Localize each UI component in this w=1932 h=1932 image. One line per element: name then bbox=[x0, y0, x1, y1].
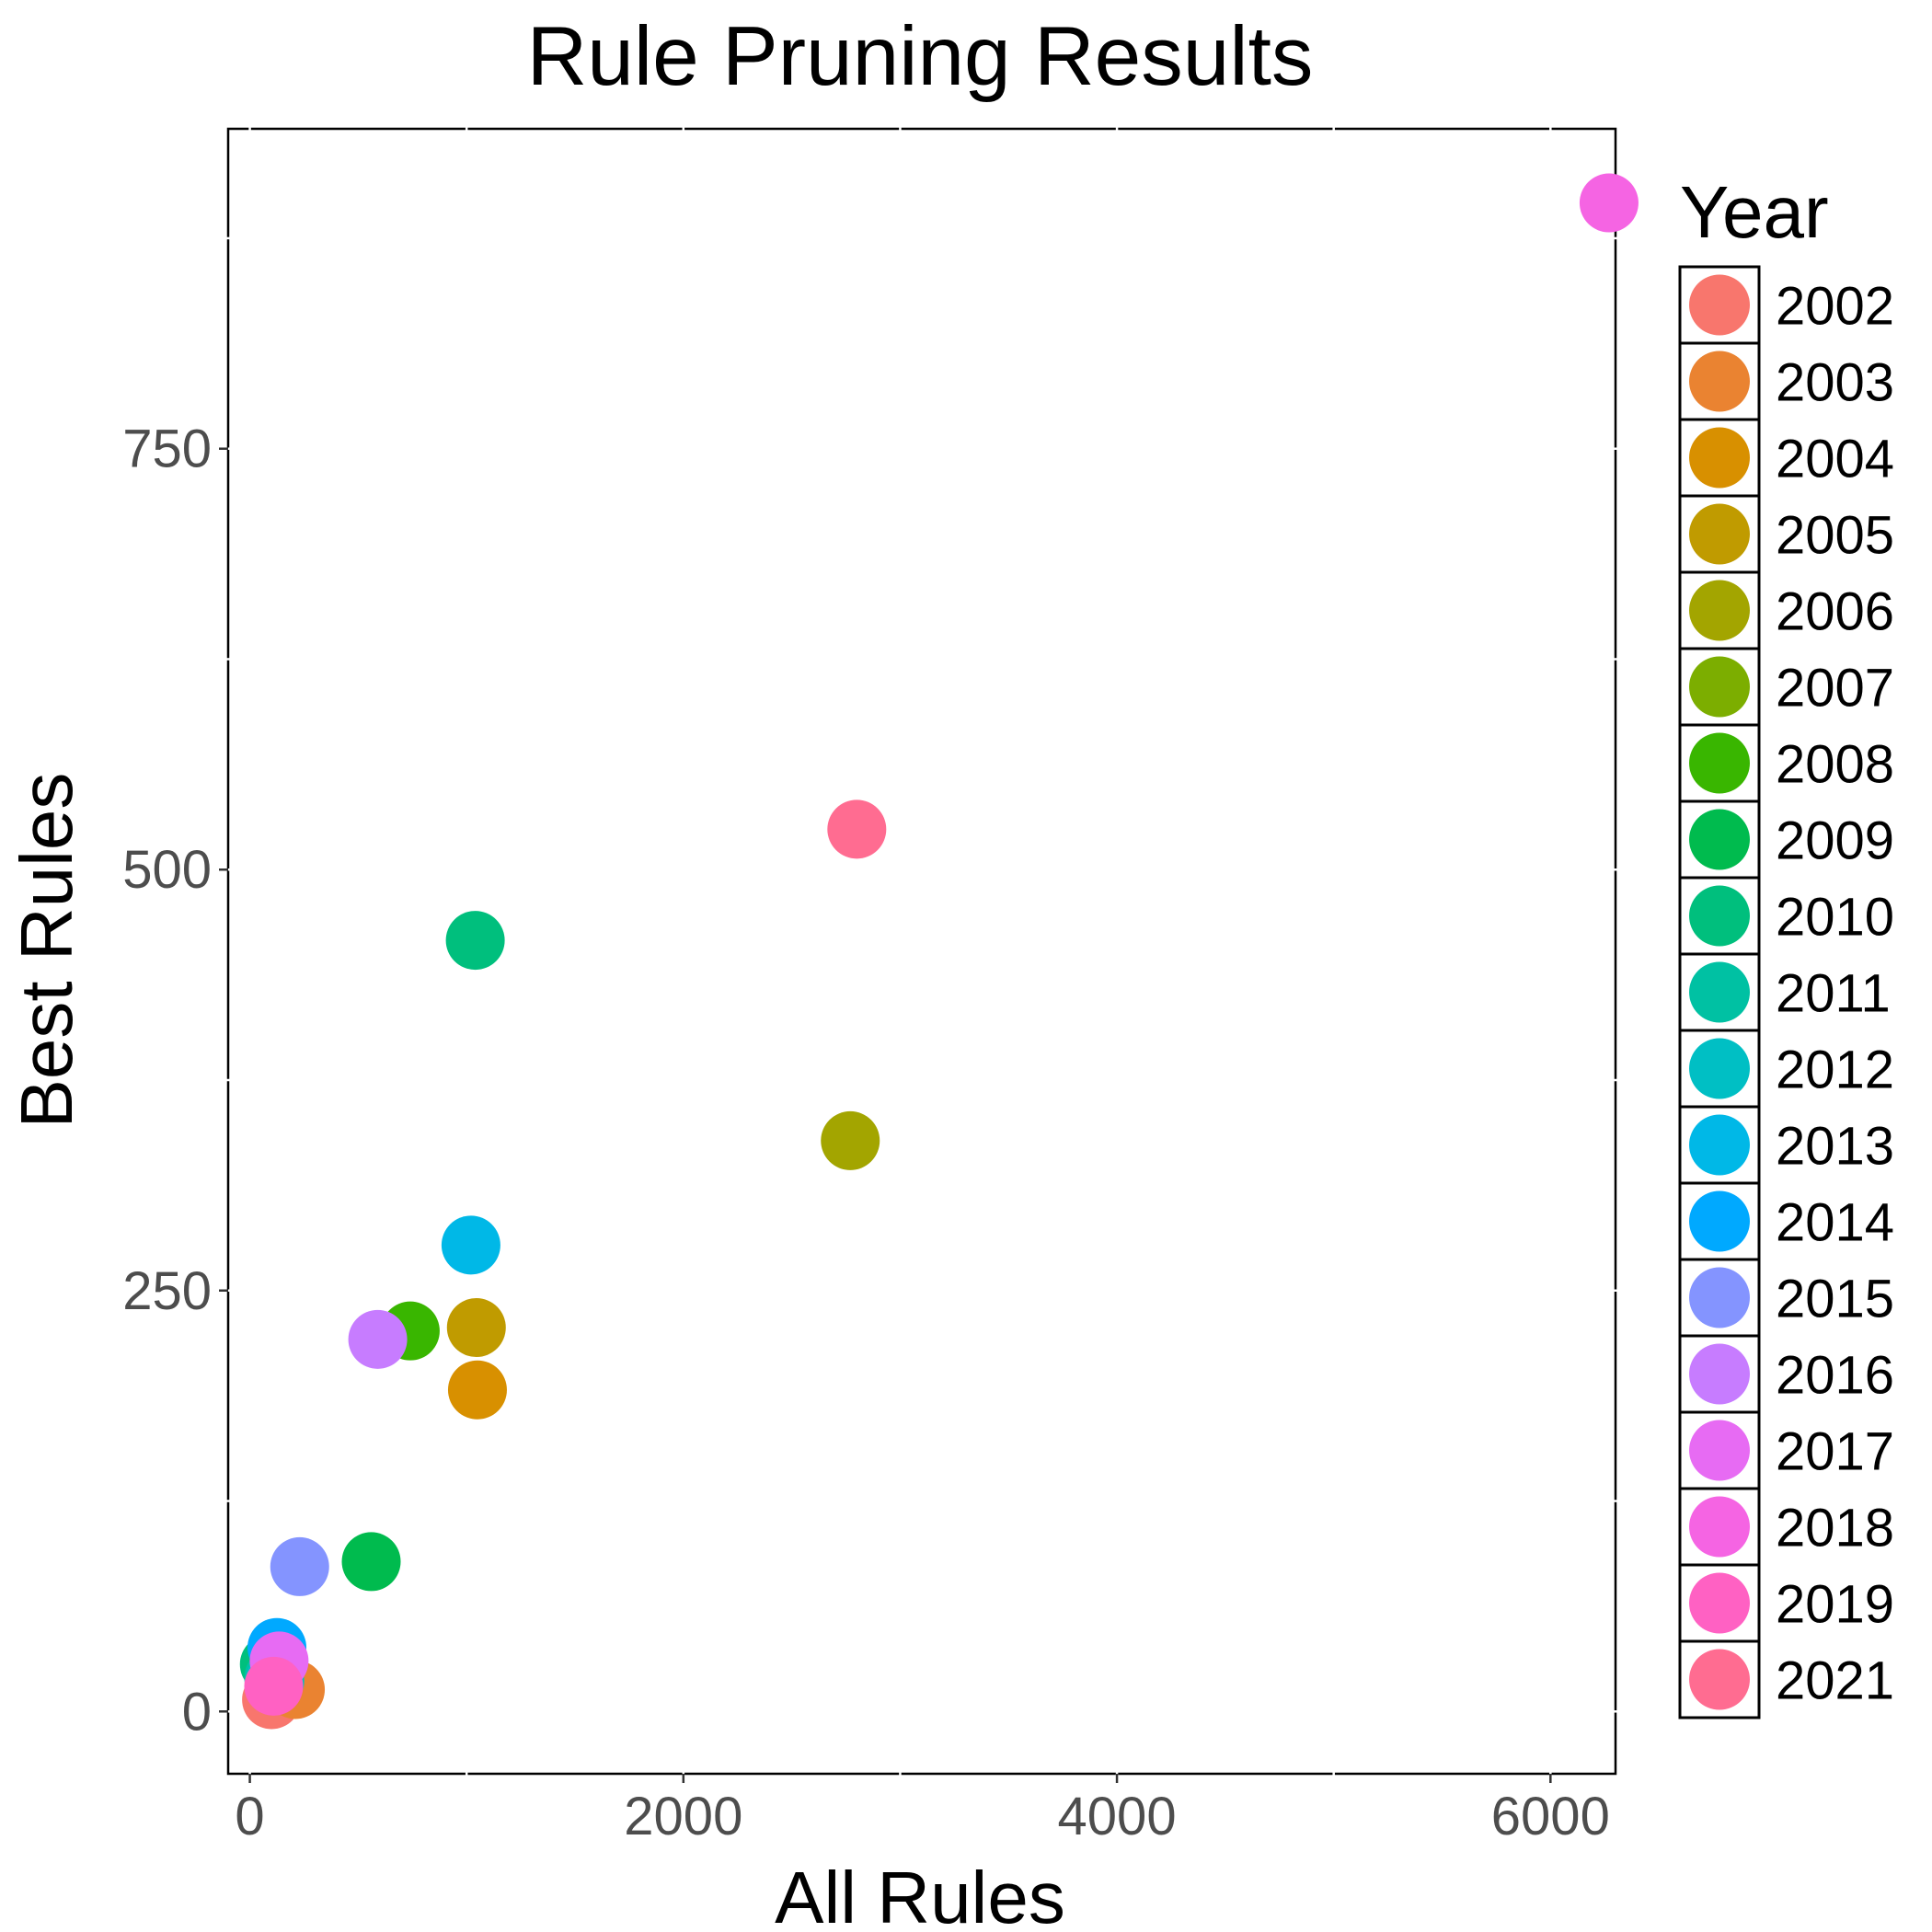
x-tick-label: 0 bbox=[235, 1787, 264, 1846]
legend-key-marker bbox=[1689, 885, 1750, 947]
data-point-2018 bbox=[1579, 173, 1639, 233]
legend-key-marker bbox=[1689, 1190, 1750, 1252]
data-point-2010 bbox=[445, 911, 505, 971]
legend-label: 2015 bbox=[1776, 1270, 1894, 1329]
legend-item-2021: 2021 bbox=[1678, 1639, 1894, 1719]
legend-item-2007: 2007 bbox=[1678, 647, 1894, 727]
y-axis-label: Best Rules bbox=[6, 773, 87, 1129]
data-point-2005 bbox=[446, 1298, 506, 1358]
legend-item-2014: 2014 bbox=[1678, 1181, 1894, 1261]
legend-item-2016: 2016 bbox=[1678, 1334, 1894, 1414]
legend-label: 2019 bbox=[1776, 1575, 1894, 1635]
legend-label: 2021 bbox=[1776, 1651, 1894, 1711]
legend-label: 2010 bbox=[1776, 888, 1894, 948]
x-axis-label: All Rules bbox=[775, 1857, 1065, 1932]
legend-label: 2005 bbox=[1776, 506, 1894, 566]
legend-item-2003: 2003 bbox=[1678, 341, 1894, 421]
legend-label: 2014 bbox=[1776, 1193, 1894, 1253]
legend-label: 2013 bbox=[1776, 1117, 1894, 1177]
y-tick-label: 750 bbox=[122, 420, 212, 479]
chart-title: Rule Pruning Results bbox=[527, 10, 1314, 103]
legend-label: 2007 bbox=[1776, 659, 1894, 719]
data-point-2021 bbox=[827, 799, 887, 859]
legend-key-marker bbox=[1689, 1572, 1750, 1634]
legend-key-marker bbox=[1689, 732, 1750, 794]
x-axis: 0 2000 4000 6000 bbox=[235, 1774, 1610, 1846]
y-axis: 0 250 500 750 bbox=[122, 420, 228, 1742]
data-point-2004 bbox=[447, 1360, 507, 1420]
data-point-2009 bbox=[341, 1532, 401, 1592]
y-tick-label: 500 bbox=[122, 840, 212, 900]
legend-label: 2018 bbox=[1776, 1499, 1894, 1558]
legend-label: 2009 bbox=[1776, 811, 1894, 871]
y-tick-label: 250 bbox=[122, 1261, 212, 1321]
legend-items: 2002 2003 2004 2005 2006 2007 2008 2009 2010 2011… bbox=[1678, 265, 1894, 1719]
legend-key-marker bbox=[1689, 809, 1750, 870]
legend-label: 2011 bbox=[1776, 964, 1891, 1024]
axis-ticks bbox=[226, 127, 1617, 1776]
legend-item-2015: 2015 bbox=[1678, 1258, 1894, 1338]
legend-key-marker bbox=[1689, 274, 1750, 336]
x-tick-label: 4000 bbox=[1058, 1787, 1177, 1846]
legend-label: 2002 bbox=[1776, 277, 1894, 337]
legend-item-2005: 2005 bbox=[1678, 494, 1894, 574]
data-points bbox=[239, 173, 1639, 1730]
legend-title: Year bbox=[1680, 171, 1829, 253]
legend-item-2013: 2013 bbox=[1678, 1105, 1894, 1185]
data-point-2016 bbox=[348, 1309, 408, 1369]
data-point-2015 bbox=[270, 1536, 329, 1596]
x-tick-label: 6000 bbox=[1491, 1787, 1610, 1846]
legend-item-2004: 2004 bbox=[1678, 418, 1894, 498]
legend-key-marker bbox=[1689, 961, 1750, 1023]
legend-label: 2006 bbox=[1776, 582, 1894, 642]
legend-key-marker bbox=[1689, 656, 1750, 718]
legend-item-2008: 2008 bbox=[1678, 723, 1894, 803]
legend: Year 2002 2003 2004 2005 2006 2007 2008 2009 201… bbox=[1678, 171, 1894, 1719]
legend-key-marker bbox=[1689, 351, 1750, 412]
plot-panel bbox=[226, 127, 1617, 1776]
legend-item-2018: 2018 bbox=[1678, 1487, 1894, 1567]
data-point-2006 bbox=[821, 1110, 880, 1170]
legend-item-2011: 2011 bbox=[1678, 952, 1891, 1032]
legend-label: 2012 bbox=[1776, 1041, 1894, 1100]
legend-key-marker bbox=[1689, 1343, 1750, 1405]
legend-key-marker bbox=[1689, 1267, 1750, 1328]
legend-key-marker bbox=[1689, 1649, 1750, 1710]
y-tick-label: 0 bbox=[182, 1682, 212, 1742]
legend-item-2017: 2017 bbox=[1678, 1410, 1894, 1490]
legend-label: 2017 bbox=[1776, 1422, 1894, 1482]
x-tick-label: 2000 bbox=[624, 1787, 742, 1846]
legend-item-2009: 2009 bbox=[1678, 799, 1894, 880]
legend-item-2012: 2012 bbox=[1678, 1029, 1894, 1109]
legend-label: 2003 bbox=[1776, 353, 1894, 413]
data-point-2013 bbox=[441, 1215, 500, 1275]
data-point-2019 bbox=[244, 1656, 304, 1716]
legend-key-marker bbox=[1689, 427, 1750, 489]
legend-key-marker bbox=[1689, 580, 1750, 641]
legend-key-marker bbox=[1689, 1114, 1750, 1176]
legend-item-2010: 2010 bbox=[1678, 876, 1894, 956]
legend-key-marker bbox=[1689, 1038, 1750, 1099]
legend-item-2019: 2019 bbox=[1678, 1563, 1894, 1643]
legend-label: 2016 bbox=[1776, 1346, 1894, 1406]
legend-item-2002: 2002 bbox=[1678, 265, 1894, 345]
legend-key-marker bbox=[1689, 1420, 1750, 1481]
legend-label: 2008 bbox=[1776, 735, 1894, 795]
legend-item-2006: 2006 bbox=[1678, 570, 1894, 650]
legend-label: 2004 bbox=[1776, 430, 1894, 489]
legend-key-marker bbox=[1689, 1496, 1750, 1558]
legend-key-marker bbox=[1689, 503, 1750, 565]
